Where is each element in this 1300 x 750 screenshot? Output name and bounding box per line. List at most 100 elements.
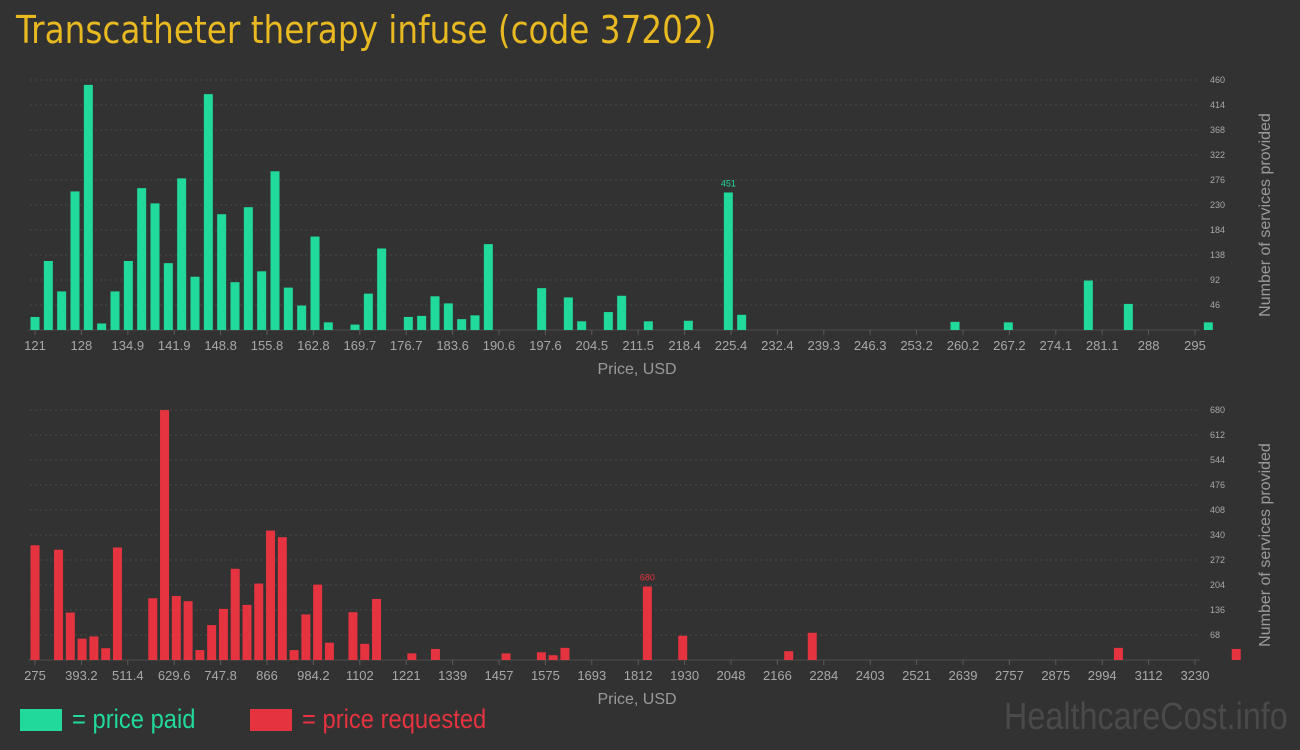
bar [301, 614, 311, 660]
bar [737, 314, 747, 330]
bar [1113, 647, 1123, 660]
bar [195, 650, 205, 660]
bar [563, 297, 573, 330]
x-tick-label: 155.8 [251, 338, 284, 353]
x-tick-label: 232.4 [761, 338, 794, 353]
bar [57, 291, 67, 330]
legend-paid: = price paid [20, 704, 212, 735]
y-tick-label: 136 [1210, 605, 1225, 615]
bar [30, 316, 40, 330]
bar [150, 203, 160, 330]
x-tick-label: 218.4 [668, 338, 701, 353]
legend-requested-label: = price requested [302, 704, 487, 734]
y-axis-title: Number of services provided [1257, 443, 1274, 647]
x-tick-label: 3230 [1181, 668, 1210, 683]
chart-price-paid: 46 92 138 184 230 276 322 368 414 460 451 121 128 134… [24, 75, 1274, 378]
x-tick-label: 2994 [1088, 668, 1117, 683]
bar [230, 568, 240, 660]
bar [348, 612, 358, 660]
bar [110, 291, 120, 330]
x-tick-label: 121 [24, 338, 46, 353]
x-tick-label: 267.2 [993, 338, 1026, 353]
bar [137, 188, 147, 330]
y-tick-label: 230 [1210, 200, 1225, 210]
bar [243, 207, 253, 330]
legend-requested-swatch [250, 708, 292, 731]
y-tick-label: 322 [1210, 150, 1225, 160]
x-tick-label: 2875 [1041, 668, 1070, 683]
bar [683, 320, 693, 330]
x-tick-label: 190.6 [483, 338, 516, 353]
bar [266, 530, 276, 660]
x-tick-label: 1812 [624, 668, 653, 683]
bar [470, 315, 480, 330]
y-tick-label: 612 [1210, 430, 1225, 440]
bar [148, 598, 158, 660]
x-tick-label: 393.2 [65, 668, 98, 683]
chart-price-requested: 68 136 204 272 340 408 476 544 612 680 680 275 393.2… [24, 405, 1274, 708]
x-tick-label: 274.1 [1040, 338, 1073, 353]
x-tick-label: 629.6 [158, 668, 191, 683]
bar [163, 263, 173, 330]
bar [1123, 303, 1133, 330]
bar [678, 635, 688, 660]
bar [807, 632, 817, 660]
bar [89, 636, 99, 660]
bar [1003, 322, 1013, 330]
bar [65, 612, 75, 660]
bar [643, 321, 653, 330]
bar [784, 651, 794, 660]
x-tick-label: 1575 [531, 668, 560, 683]
x-tick-label: 204.5 [576, 338, 609, 353]
bar [270, 171, 280, 330]
x-tick-label: 197.6 [529, 338, 562, 353]
bar [218, 608, 228, 660]
bar [1083, 280, 1093, 330]
bar [177, 178, 187, 330]
bar [577, 321, 587, 330]
bar [350, 324, 360, 330]
x-tick-label: 281.1 [1086, 338, 1119, 353]
x-tick-label: 2048 [717, 668, 746, 683]
bar [536, 652, 546, 660]
bar [254, 583, 264, 660]
legend-requested: = price requested [250, 704, 511, 735]
x-tick-label: 211.5 [622, 338, 654, 353]
x-tick-label: 511.4 [112, 668, 144, 683]
x-tick-label: 288 [1138, 338, 1160, 353]
page-title: Transcatheter therapy infuse (code 37202… [16, 8, 717, 52]
y-tick-label: 46 [1210, 300, 1220, 310]
bar [123, 260, 133, 330]
bar [77, 638, 87, 660]
bar [101, 648, 111, 660]
bar [242, 604, 252, 660]
bar [457, 319, 467, 330]
legend-paid-swatch [20, 708, 62, 731]
bar [377, 248, 387, 330]
y-tick-label: 368 [1210, 125, 1225, 135]
bar [277, 537, 287, 660]
bar [190, 276, 200, 330]
bar [297, 305, 307, 330]
x-tick-label: 747.8 [204, 668, 237, 683]
x-tick-label: 176.7 [390, 338, 423, 353]
bar [97, 323, 107, 330]
y-tick-label: 476 [1210, 480, 1225, 490]
x-tick-label: 141.9 [158, 338, 191, 353]
bar [642, 586, 652, 660]
bar [230, 282, 240, 330]
bar [483, 244, 493, 330]
bar [372, 598, 382, 660]
bar [501, 653, 511, 660]
x-tick-label: 260.2 [947, 338, 980, 353]
x-axis-title: Price, USD [597, 691, 676, 708]
bar [70, 191, 80, 330]
bar [83, 84, 93, 331]
bar [360, 643, 370, 660]
bar [43, 260, 53, 330]
x-tick-label: 275 [24, 668, 46, 683]
y-tick-label: 414 [1210, 100, 1225, 110]
y-tick-label: 544 [1210, 455, 1225, 465]
legend-paid-label: = price paid [72, 704, 196, 734]
bar [430, 648, 440, 660]
